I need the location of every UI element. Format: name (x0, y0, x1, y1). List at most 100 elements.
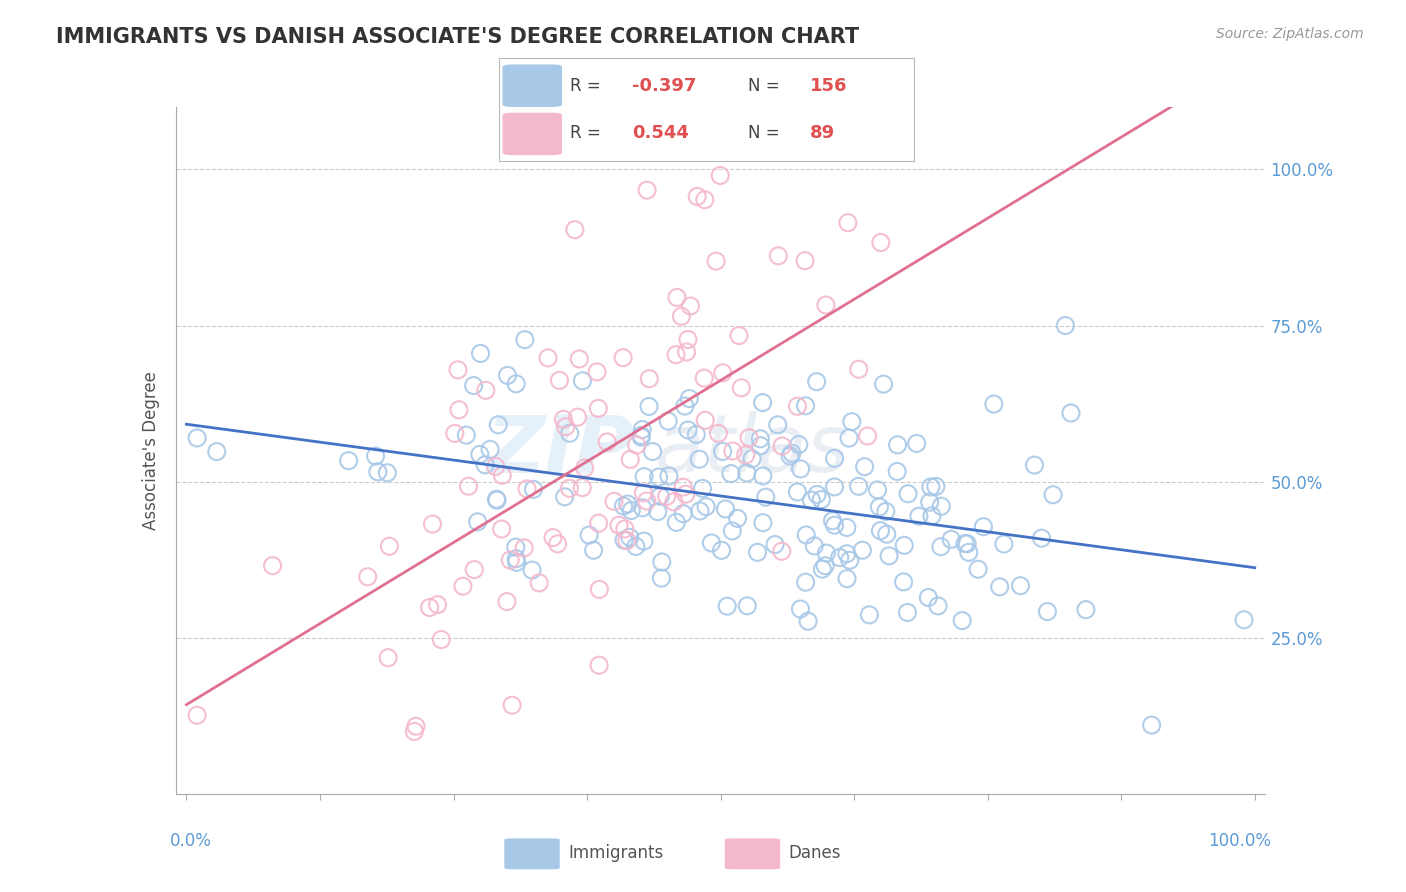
Text: IMMIGRANTS VS DANISH ASSOCIATE'S DEGREE CORRELATION CHART: IMMIGRANTS VS DANISH ASSOCIATE'S DEGREE … (56, 27, 859, 46)
Point (794, 253, 817, 268)
Point (695, 413, 717, 427)
Point (651, 555, 673, 569)
Text: N =: N = (748, 124, 779, 142)
Point (941, 533, 963, 547)
Text: Danes: Danes (789, 844, 841, 862)
Point (917, 591, 939, 605)
Text: -0.397: -0.397 (631, 77, 696, 95)
Point (613, 522, 636, 536)
Point (806, 375, 828, 389)
Point (630, 430, 652, 444)
Text: ZIP: ZIP (486, 411, 633, 490)
Point (749, 439, 772, 453)
Point (866, 483, 889, 497)
Point (794, 575, 817, 590)
Point (927, 599, 949, 613)
Point (993, 537, 1015, 551)
Point (869, 524, 891, 538)
Point (896, 606, 918, 620)
Point (205, 444, 228, 458)
Point (688, 452, 710, 467)
Point (186, 708, 208, 723)
Point (671, 310, 693, 324)
Point (613, 533, 636, 548)
Point (921, 508, 943, 523)
Point (689, 504, 711, 518)
Point (422, 517, 444, 532)
Point (749, 432, 772, 446)
Point (567, 410, 589, 425)
Point (956, 537, 979, 551)
Point (780, 446, 803, 460)
Point (877, 549, 900, 563)
Point (1054, 318, 1077, 333)
Point (686, 189, 709, 203)
Text: atlas: atlas (655, 411, 851, 490)
Point (375, 466, 398, 480)
Point (619, 452, 641, 467)
Point (679, 299, 702, 313)
Point (786, 485, 808, 500)
Point (499, 553, 522, 567)
Point (616, 497, 638, 511)
Point (803, 539, 825, 553)
Point (1036, 605, 1059, 619)
Point (616, 533, 638, 548)
Point (647, 470, 669, 484)
Point (574, 461, 596, 475)
Point (485, 493, 508, 508)
Point (426, 598, 449, 612)
Point (186, 431, 208, 445)
Point (357, 570, 380, 584)
Point (588, 516, 610, 530)
Point (657, 414, 679, 428)
Point (835, 572, 858, 586)
Point (675, 345, 697, 359)
Point (1233, 613, 1256, 627)
Text: 100.0%: 100.0% (1208, 831, 1271, 850)
Point (824, 451, 846, 466)
Point (929, 540, 952, 554)
Point (553, 412, 575, 426)
Point (470, 346, 492, 360)
Point (848, 479, 870, 493)
Point (675, 487, 697, 501)
Point (447, 363, 470, 377)
Point (920, 480, 942, 494)
Point (720, 467, 742, 481)
Text: Source: ZipAtlas.com: Source: ZipAtlas.com (1216, 27, 1364, 41)
Point (676, 423, 699, 437)
Point (693, 193, 716, 207)
Point (620, 503, 643, 517)
Point (893, 574, 915, 589)
Point (638, 400, 661, 414)
Point (695, 500, 717, 514)
Point (443, 426, 465, 441)
Point (1140, 718, 1163, 732)
Point (578, 528, 600, 542)
Point (430, 632, 453, 647)
Point (672, 480, 695, 494)
Text: 89: 89 (810, 124, 835, 142)
Point (824, 480, 846, 494)
Point (869, 235, 891, 250)
Point (491, 522, 513, 536)
Point (851, 543, 873, 558)
Point (541, 531, 564, 545)
Point (897, 487, 920, 501)
Text: R =: R = (569, 77, 600, 95)
Point (676, 333, 699, 347)
Point (571, 481, 593, 495)
Point (364, 449, 387, 463)
Point (475, 384, 498, 398)
Point (377, 650, 399, 665)
Point (588, 401, 610, 416)
Point (841, 415, 863, 429)
Point (501, 698, 523, 713)
Point (709, 169, 731, 183)
Point (520, 563, 543, 577)
Point (457, 479, 479, 493)
Point (655, 489, 678, 503)
Point (929, 500, 952, 514)
Point (868, 500, 890, 514)
